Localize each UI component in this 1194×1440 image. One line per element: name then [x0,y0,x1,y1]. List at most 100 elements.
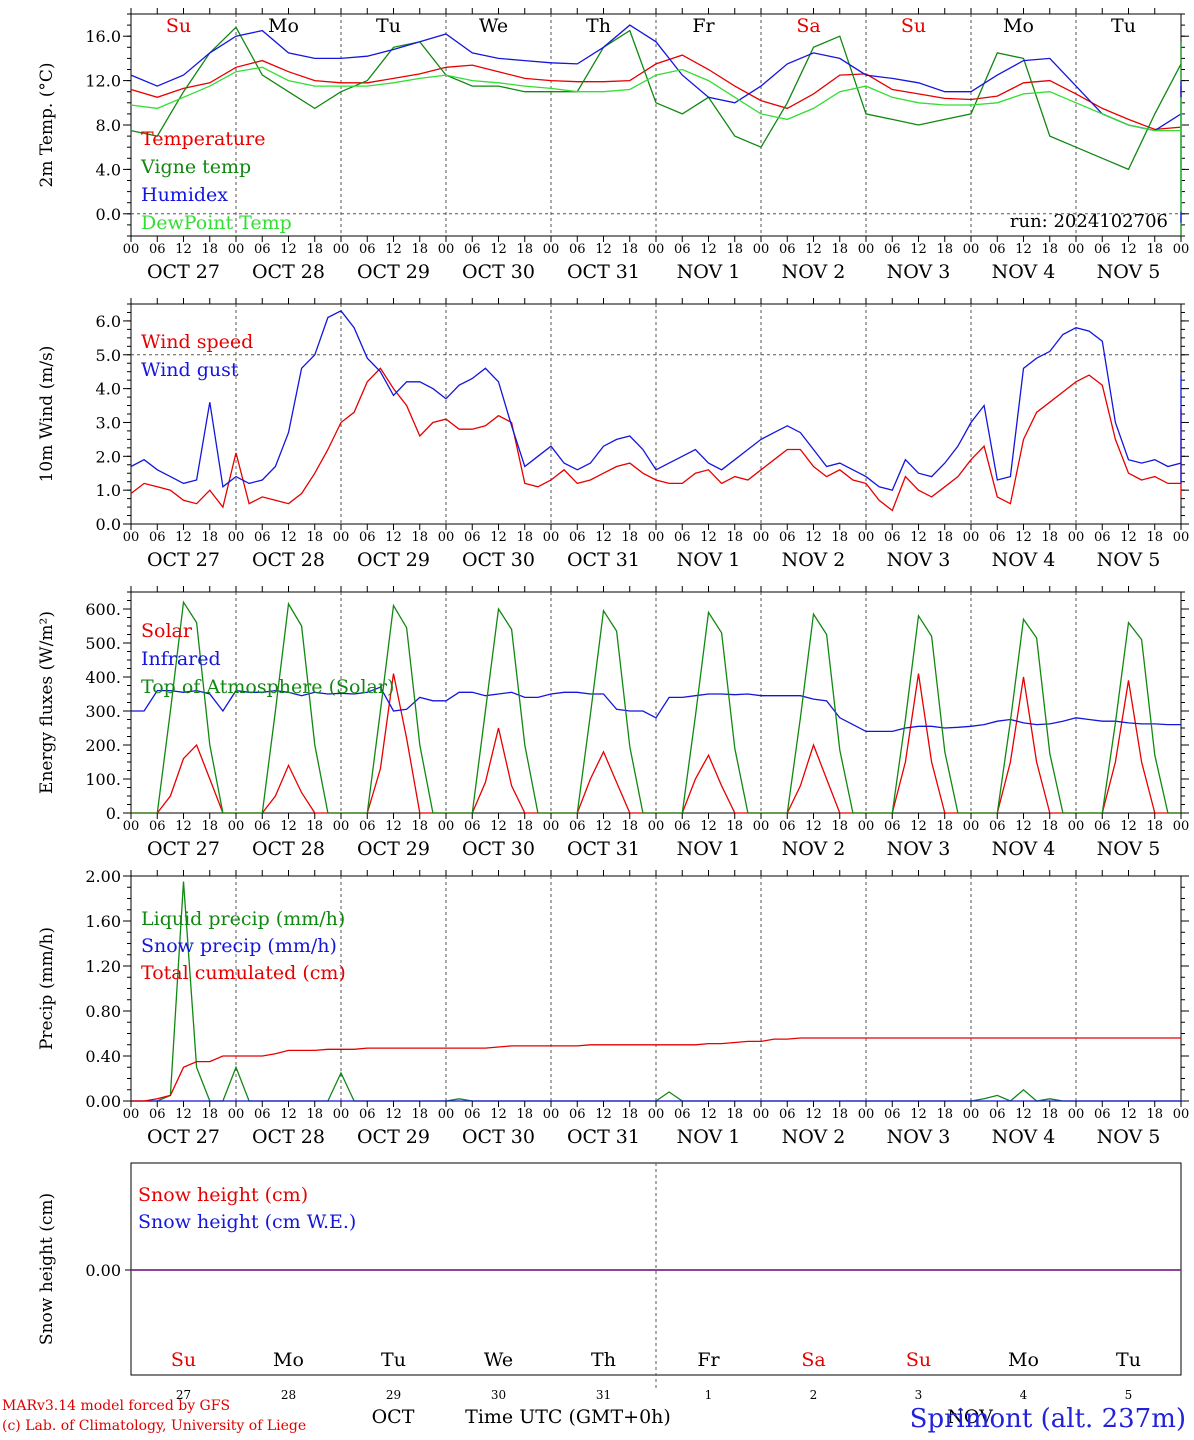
hour-label: 00 [1068,242,1085,257]
panel-5 [125,1162,1182,1390]
credit-line-1: MARv3.14 model forced by GFS [2,1398,231,1414]
hour-label: 00 [228,530,245,545]
series-line [130,309,1182,491]
legend-entry: Vigne temp [140,156,251,178]
hour-label: 12 [910,819,927,834]
hour-label: 00 [963,530,980,545]
hour-label: 06 [989,1107,1006,1122]
date-label: OCT 28 [252,838,325,860]
date-label: NOV 3 [887,838,951,860]
hour-label: 06 [254,242,271,257]
hour-label: 00 [333,530,350,545]
hour-label: 18 [831,1107,848,1122]
hour-label: 00 [228,1107,245,1122]
hour-label: 12 [805,819,822,834]
hour-label: 18 [411,1107,428,1122]
date-label: NOV 5 [1097,1126,1161,1148]
weekday-label: Th [591,1349,616,1371]
y-tick-label: 0.0 [96,515,121,534]
hour-label: 06 [149,819,166,834]
date-label: OCT 31 [567,1126,640,1148]
date-label: NOV 3 [887,261,951,283]
hour-label: 06 [674,1107,691,1122]
hour-label: 06 [1094,819,1111,834]
hour-label: 12 [595,819,612,834]
date-label: OCT 31 [567,838,640,860]
hour-label: 00 [648,530,665,545]
hour-label: 06 [779,1107,796,1122]
hour-label: 12 [490,1107,507,1122]
day-number: 29 [386,1388,401,1402]
legend-entry: DewPoint Temp [141,212,292,234]
hour-label: 18 [1041,819,1058,834]
hour-label: 06 [1094,530,1111,545]
day-number: 3 [915,1388,923,1402]
hour-label: 06 [464,530,481,545]
day-number: 2 [810,1388,818,1402]
hour-label: 00 [1173,530,1190,545]
hour-label: 12 [280,242,297,257]
hour-label: 18 [621,242,638,257]
panel-3 [123,586,1189,819]
hour-label: 00 [858,1107,875,1122]
date-label: OCT 29 [357,549,430,571]
weekday-label: Su [906,1349,931,1371]
hour-label: 12 [1120,242,1137,257]
hour-label: 00 [963,242,980,257]
weekday-label: Mo [1003,15,1034,37]
hour-label: 12 [280,530,297,545]
y-tick-label: 300. [85,702,121,721]
date-label: NOV 4 [992,838,1056,860]
hour-label: 00 [333,1107,350,1122]
date-label: OCT 27 [147,549,220,571]
date-label: OCT 30 [462,838,535,860]
hour-label: 06 [359,819,376,834]
hour-label: 12 [700,819,717,834]
hour-label: 00 [543,1107,560,1122]
hour-label: 12 [1015,530,1032,545]
hour-label: 18 [936,242,953,257]
hour-label: 12 [700,242,717,257]
hour-label: 12 [910,1107,927,1122]
hour-label: 12 [595,242,612,257]
hour-label: 12 [385,242,402,257]
y-tick-label: 6.0 [96,312,121,331]
hour-label: 18 [726,1107,743,1122]
hour-label: 12 [1015,1107,1032,1122]
y-axis-label: 10m Wind (m/s) [37,346,57,483]
hour-label: 12 [175,242,192,257]
hour-label: 00 [333,242,350,257]
day-number: 31 [596,1388,611,1402]
y-tick-label: 0.00 [85,1092,121,1111]
weekday-label: Tu [376,15,401,37]
y-tick-label: 0.0 [96,205,121,224]
series-line [131,686,1181,733]
hour-label: 18 [1146,1107,1163,1122]
hour-label: 00 [1068,530,1085,545]
hour-label: 06 [254,1107,271,1122]
date-label: OCT 29 [357,261,430,283]
date-label: NOV 3 [887,549,951,571]
legend-entry: Humidex [141,184,228,206]
y-tick-label: 16.0 [85,27,121,46]
hour-label: 00 [543,530,560,545]
hour-label: 18 [831,530,848,545]
weekday-label: Th [586,15,611,37]
date-label: NOV 3 [887,1126,951,1148]
hour-label: 06 [149,530,166,545]
hour-label: 06 [884,1107,901,1122]
y-tick-label: 1.20 [85,957,121,976]
date-label: OCT 27 [147,1126,220,1148]
date-label: OCT 28 [252,1126,325,1148]
panel-2 [123,298,1189,530]
hour-label: 06 [779,819,796,834]
hour-label: 06 [464,819,481,834]
hour-label: 18 [306,1107,323,1122]
hour-label: 06 [569,242,586,257]
day-number: 4 [1020,1388,1028,1402]
y-tick-label: 100. [85,770,121,789]
date-label: OCT 27 [147,261,220,283]
hour-label: 00 [333,819,350,834]
hour-label: 12 [280,819,297,834]
hour-label: 06 [884,819,901,834]
